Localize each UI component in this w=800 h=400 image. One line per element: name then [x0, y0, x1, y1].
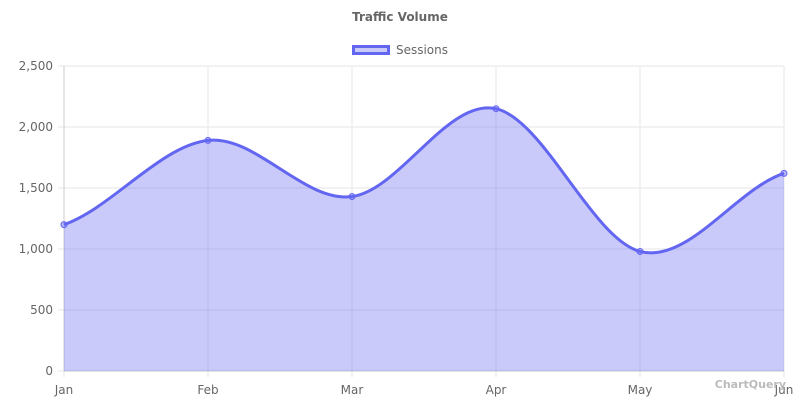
data-point[interactable] [60, 221, 68, 229]
series-area-sessions [64, 107, 784, 372]
y-tick-label: 1,000 [19, 242, 53, 256]
series-line-sessions [63, 106, 785, 255]
data-point[interactable] [636, 247, 644, 255]
y-tick-label: 0 [45, 364, 53, 378]
x-tick-label: Jun [774, 383, 794, 397]
y-tick-label: 500 [30, 303, 53, 317]
x-tick-label: Feb [197, 383, 218, 397]
legend-label-sessions: Sessions [395, 43, 449, 57]
y-tick-label: 2,000 [19, 120, 53, 134]
data-point[interactable] [780, 169, 788, 177]
y-tick-label: 2,500 [19, 59, 53, 73]
legend-swatch-sessions[interactable] [351, 45, 390, 55]
data-point[interactable] [492, 105, 500, 113]
watermark: ChartQuery [714, 378, 786, 391]
legend: Sessions [0, 43, 800, 57]
data-point[interactable] [348, 193, 356, 201]
y-tick-label: 1,500 [19, 181, 53, 195]
data-point[interactable] [204, 136, 212, 144]
x-tick-label: Apr [486, 383, 507, 397]
x-tick-label: Jan [54, 383, 74, 397]
x-tick-label: May [628, 383, 653, 397]
chart-title: Traffic Volume [352, 10, 448, 24]
x-tick-label: Mar [341, 383, 364, 397]
